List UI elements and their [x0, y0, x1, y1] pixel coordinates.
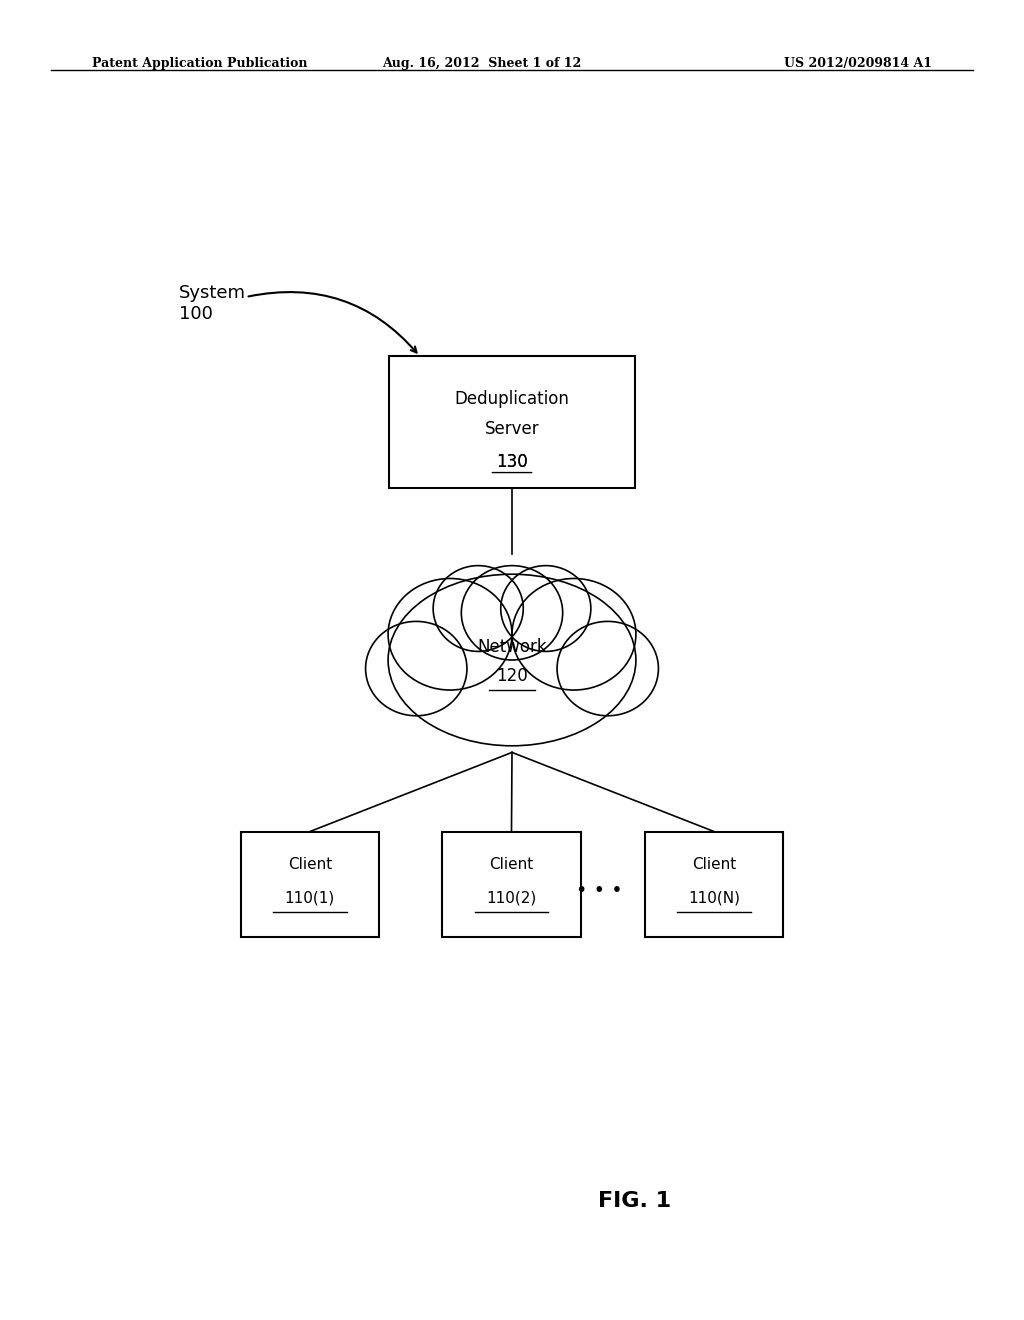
- FancyBboxPatch shape: [442, 832, 581, 937]
- Text: Server: Server: [484, 420, 540, 438]
- Ellipse shape: [388, 574, 636, 746]
- Ellipse shape: [461, 565, 563, 660]
- Text: 130: 130: [496, 453, 528, 471]
- Text: Client: Client: [692, 857, 736, 873]
- Ellipse shape: [501, 565, 591, 651]
- Text: 120: 120: [496, 667, 528, 685]
- Ellipse shape: [512, 578, 636, 690]
- Text: Client: Client: [489, 857, 534, 873]
- Ellipse shape: [366, 622, 467, 715]
- FancyBboxPatch shape: [389, 356, 635, 488]
- FancyBboxPatch shape: [645, 832, 783, 937]
- Text: 110(2): 110(2): [486, 890, 537, 906]
- Ellipse shape: [433, 565, 523, 651]
- Text: Patent Application Publication: Patent Application Publication: [92, 57, 307, 70]
- Text: Network: Network: [477, 638, 547, 656]
- Text: • • •: • • •: [575, 882, 623, 900]
- Text: Client: Client: [288, 857, 332, 873]
- FancyBboxPatch shape: [241, 832, 379, 937]
- Ellipse shape: [557, 622, 658, 715]
- Text: 110(N): 110(N): [688, 890, 740, 906]
- Text: 130: 130: [496, 453, 528, 471]
- Text: 110(1): 110(1): [285, 890, 335, 906]
- Text: FIG. 1: FIG. 1: [598, 1191, 672, 1212]
- Text: System
100: System 100: [179, 284, 246, 322]
- Text: Aug. 16, 2012  Sheet 1 of 12: Aug. 16, 2012 Sheet 1 of 12: [382, 57, 581, 70]
- Text: US 2012/0209814 A1: US 2012/0209814 A1: [783, 57, 932, 70]
- Ellipse shape: [388, 578, 512, 690]
- Text: Deduplication: Deduplication: [455, 389, 569, 408]
